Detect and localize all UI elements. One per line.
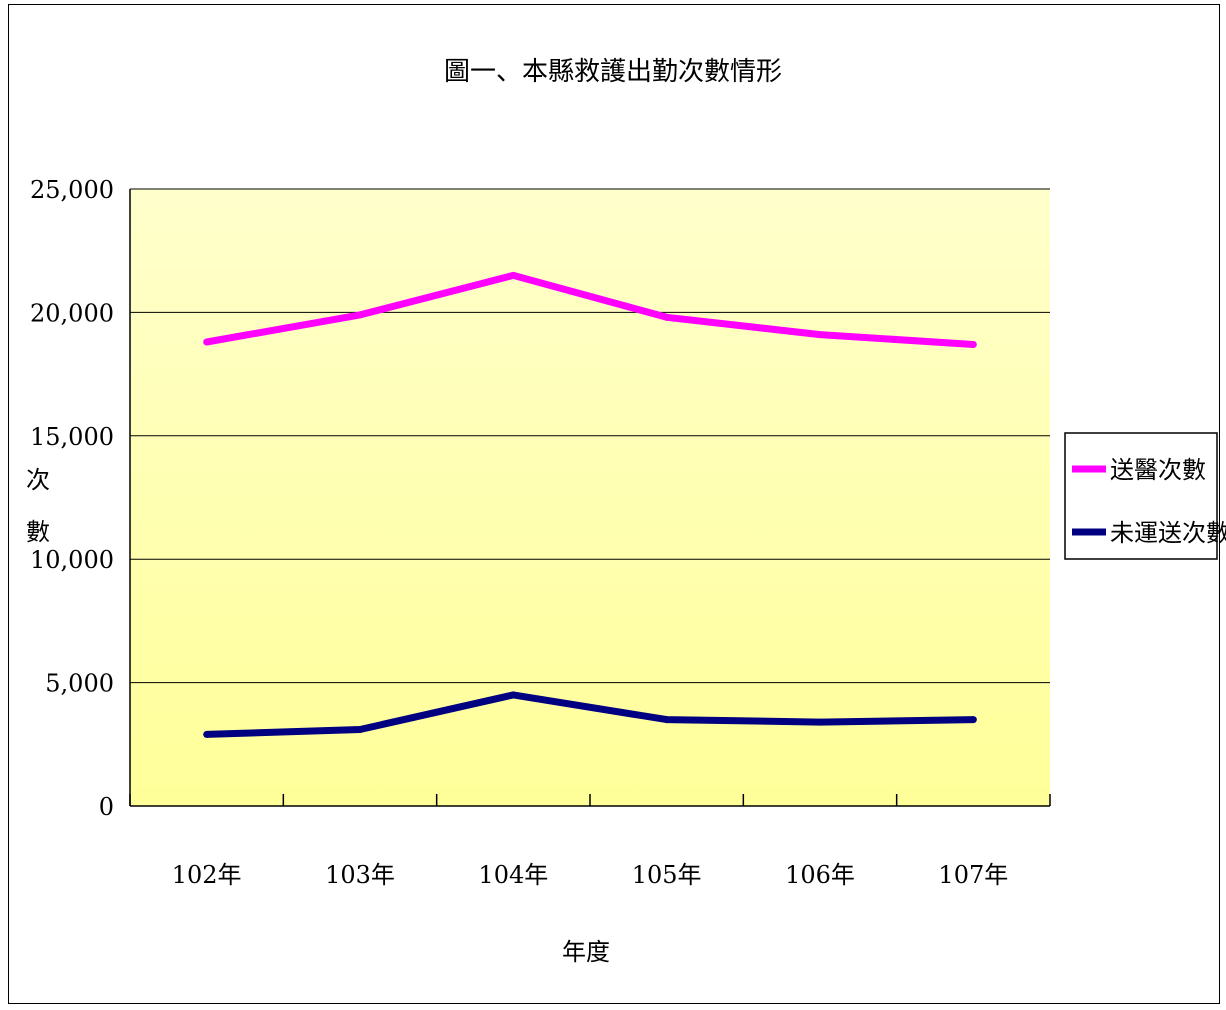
series-line-1 bbox=[206, 691, 974, 738]
data-point bbox=[356, 725, 364, 733]
x-tick-label: 102年 bbox=[172, 861, 242, 889]
x-tick-label: 106年 bbox=[785, 861, 855, 889]
y-tick-label: 0 bbox=[99, 793, 114, 821]
x-tick-label: 107年 bbox=[938, 861, 1008, 889]
y-tick-label: 10,000 bbox=[30, 546, 114, 574]
y-tick-label: 5,000 bbox=[45, 670, 114, 698]
chart-title: 圖一、本縣救護出勤次數情形 bbox=[444, 57, 782, 87]
data-point bbox=[969, 716, 977, 724]
data-point bbox=[969, 340, 977, 348]
y-axis-label: 次數 bbox=[26, 466, 50, 546]
series-line-0 bbox=[206, 271, 974, 348]
y-axis-label-char: 次 bbox=[26, 466, 50, 494]
data-point bbox=[203, 338, 211, 346]
y-tick-label: 15,000 bbox=[30, 423, 114, 451]
data-point bbox=[663, 716, 671, 724]
legend-box bbox=[1064, 432, 1218, 560]
data-point bbox=[509, 271, 517, 279]
plot-area bbox=[130, 189, 1050, 806]
y-tick-label: 20,000 bbox=[30, 299, 114, 327]
x-axis-label: 年度 bbox=[562, 938, 610, 966]
data-point bbox=[663, 313, 671, 321]
data-point bbox=[356, 311, 364, 319]
legend-label: 未運送次數 bbox=[1110, 519, 1226, 547]
data-point bbox=[509, 691, 517, 699]
data-point bbox=[203, 730, 211, 738]
gridlines bbox=[130, 188, 1050, 684]
data-point bbox=[816, 331, 824, 339]
x-tick-label: 103年 bbox=[325, 861, 395, 889]
y-tick-label: 25,000 bbox=[30, 176, 114, 204]
data-point bbox=[816, 718, 824, 726]
x-tick-label: 105年 bbox=[632, 861, 702, 889]
axes bbox=[129, 189, 1051, 807]
x-tick-label: 104年 bbox=[478, 861, 548, 889]
legend-label: 送醫次數 bbox=[1110, 456, 1206, 484]
y-axis-label-char: 數 bbox=[26, 518, 50, 546]
